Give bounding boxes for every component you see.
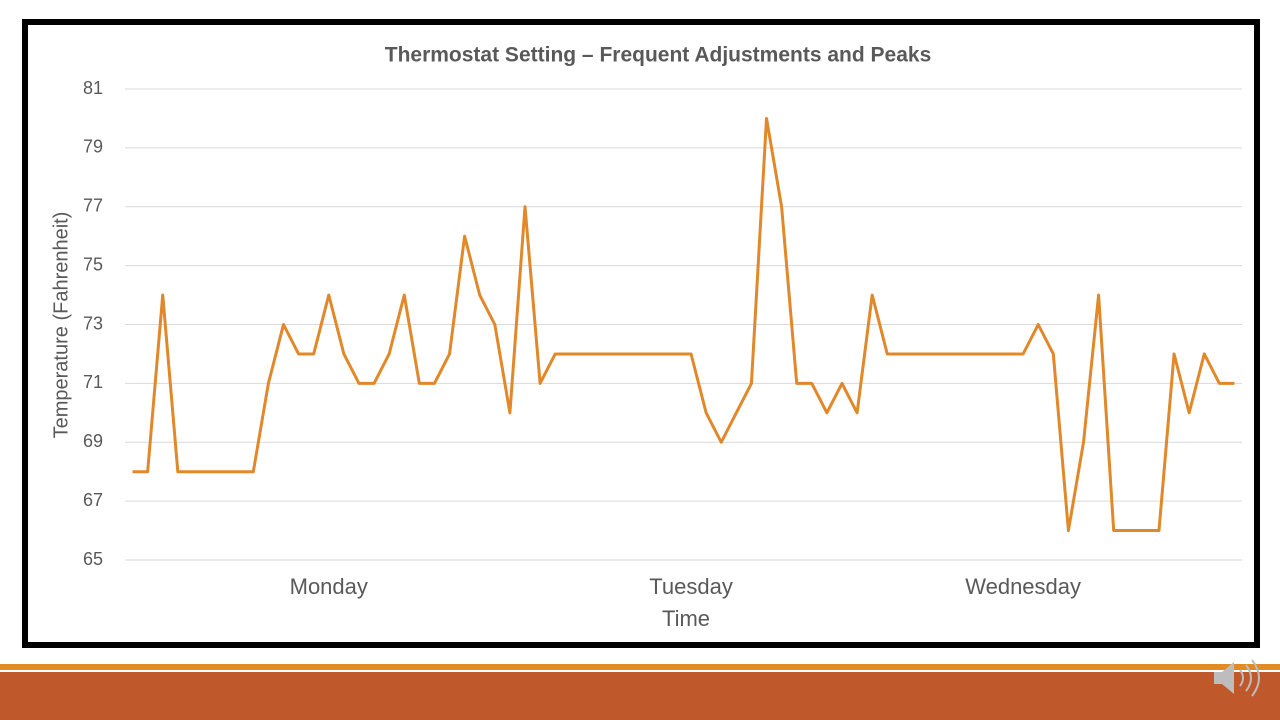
y-tick-label: 81 (83, 78, 103, 98)
chart-title: Thermostat Setting – Frequent Adjustment… (385, 44, 932, 67)
y-tick-label: 65 (83, 549, 103, 569)
x-tick-label: Tuesday (649, 574, 733, 599)
y-tick-label: 79 (83, 137, 103, 157)
data-line (132, 116, 1235, 533)
y-tick-label: 75 (83, 254, 103, 274)
y-tick-label: 67 (83, 490, 103, 510)
y-tick-label: 77 (83, 196, 103, 216)
y-axis-title: Temperature (Fahrenheit) (50, 212, 72, 439)
y-tick-label: 73 (83, 313, 103, 333)
y-tick-label: 69 (83, 431, 103, 451)
speaker-icon[interactable] (1214, 659, 1260, 697)
footer-band (0, 672, 1280, 720)
x-tick-label: Monday (290, 574, 368, 599)
chart-frame (22, 19, 1260, 648)
x-axis-title: Time (662, 606, 710, 631)
x-tick-label: Wednesday (965, 574, 1081, 599)
accent-line (0, 664, 1280, 670)
y-tick-label: 71 (83, 372, 103, 392)
